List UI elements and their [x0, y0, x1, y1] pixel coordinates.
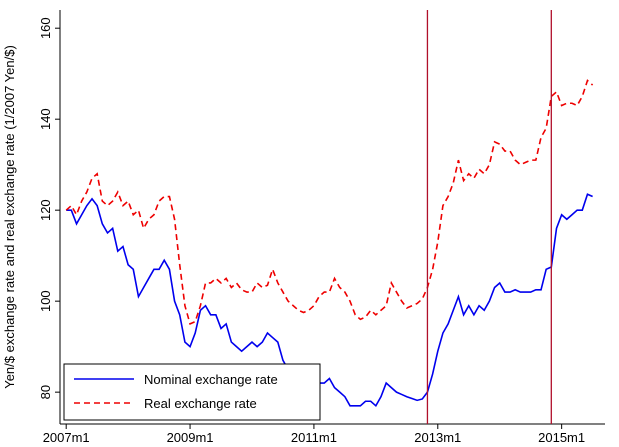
x-tick-label: 2009m1 [167, 430, 214, 445]
y-tick-label: 100 [38, 290, 53, 312]
legend-box [63, 363, 321, 421]
y-axis-title: Yen/$ exchange rate and real exchange ra… [2, 45, 17, 389]
y-tick-label: 120 [38, 199, 53, 221]
x-tick-label: 2013m1 [414, 430, 461, 445]
y-tick-label: 140 [38, 108, 53, 130]
x-tick-label: 2011m1 [291, 430, 337, 445]
data-line [65, 79, 594, 326]
legend-label: Real exchange rate [144, 396, 257, 411]
data-line [66, 193, 593, 408]
legend-label: Nominal exchange rate [144, 372, 278, 387]
x-tick-label: 2007m1 [43, 430, 90, 445]
x-tick-label: 2015m1 [538, 430, 585, 445]
y-tick-label: 80 [38, 385, 53, 399]
y-tick-label: 160 [38, 17, 53, 39]
